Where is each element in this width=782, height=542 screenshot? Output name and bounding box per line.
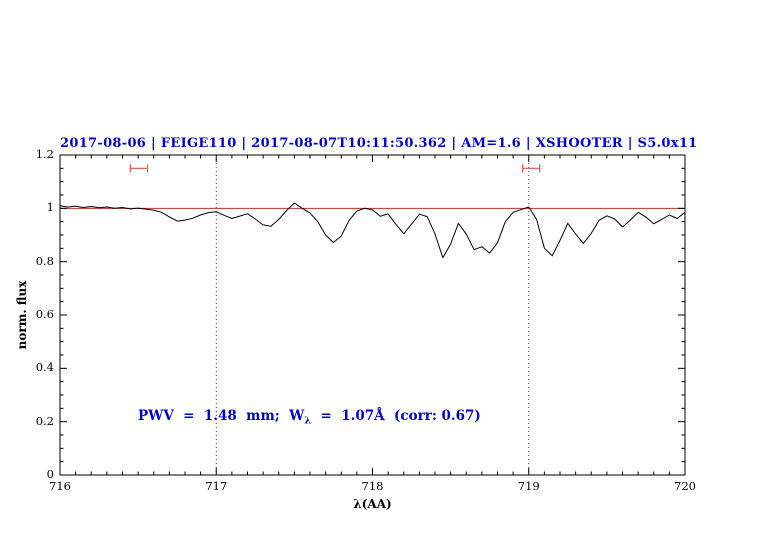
x-tick-label: 719 xyxy=(517,479,540,493)
y-tick-label: 0.2 xyxy=(35,413,54,428)
pwv-annotation-text: PWV = 1.48 mm; W xyxy=(138,408,305,424)
pwv-annotation-text2: = 1.07Å (corr: 0.67) xyxy=(311,408,481,424)
pwv-annotation-subscript: λ xyxy=(304,415,312,427)
x-axis-label: λ(AA) xyxy=(353,497,392,511)
y-tick-label: 1 xyxy=(46,200,54,215)
x-tick-label: 716 xyxy=(49,479,71,493)
plot-title: 2017-08-06 | FEIGE110 | 2017-08-07T10:11… xyxy=(60,136,698,151)
y-tick-label: 0.6 xyxy=(35,307,54,321)
plot-frame xyxy=(59,154,686,476)
x-tick-label: 718 xyxy=(361,479,384,493)
y-tick-label: 0 xyxy=(46,467,54,481)
y-tick-label: 0.8 xyxy=(35,253,54,268)
y-tick-label: 1.2 xyxy=(35,147,54,161)
x-tick-label: 717 xyxy=(205,479,228,493)
pwv-annotation: PWV = 1.48 mm; Wλ = 1.07Å (corr: 0.67) xyxy=(138,408,481,427)
y-tick-label: 0.4 xyxy=(35,360,54,375)
x-tick-label: 720 xyxy=(674,479,696,493)
spectrum-line xyxy=(59,202,686,259)
